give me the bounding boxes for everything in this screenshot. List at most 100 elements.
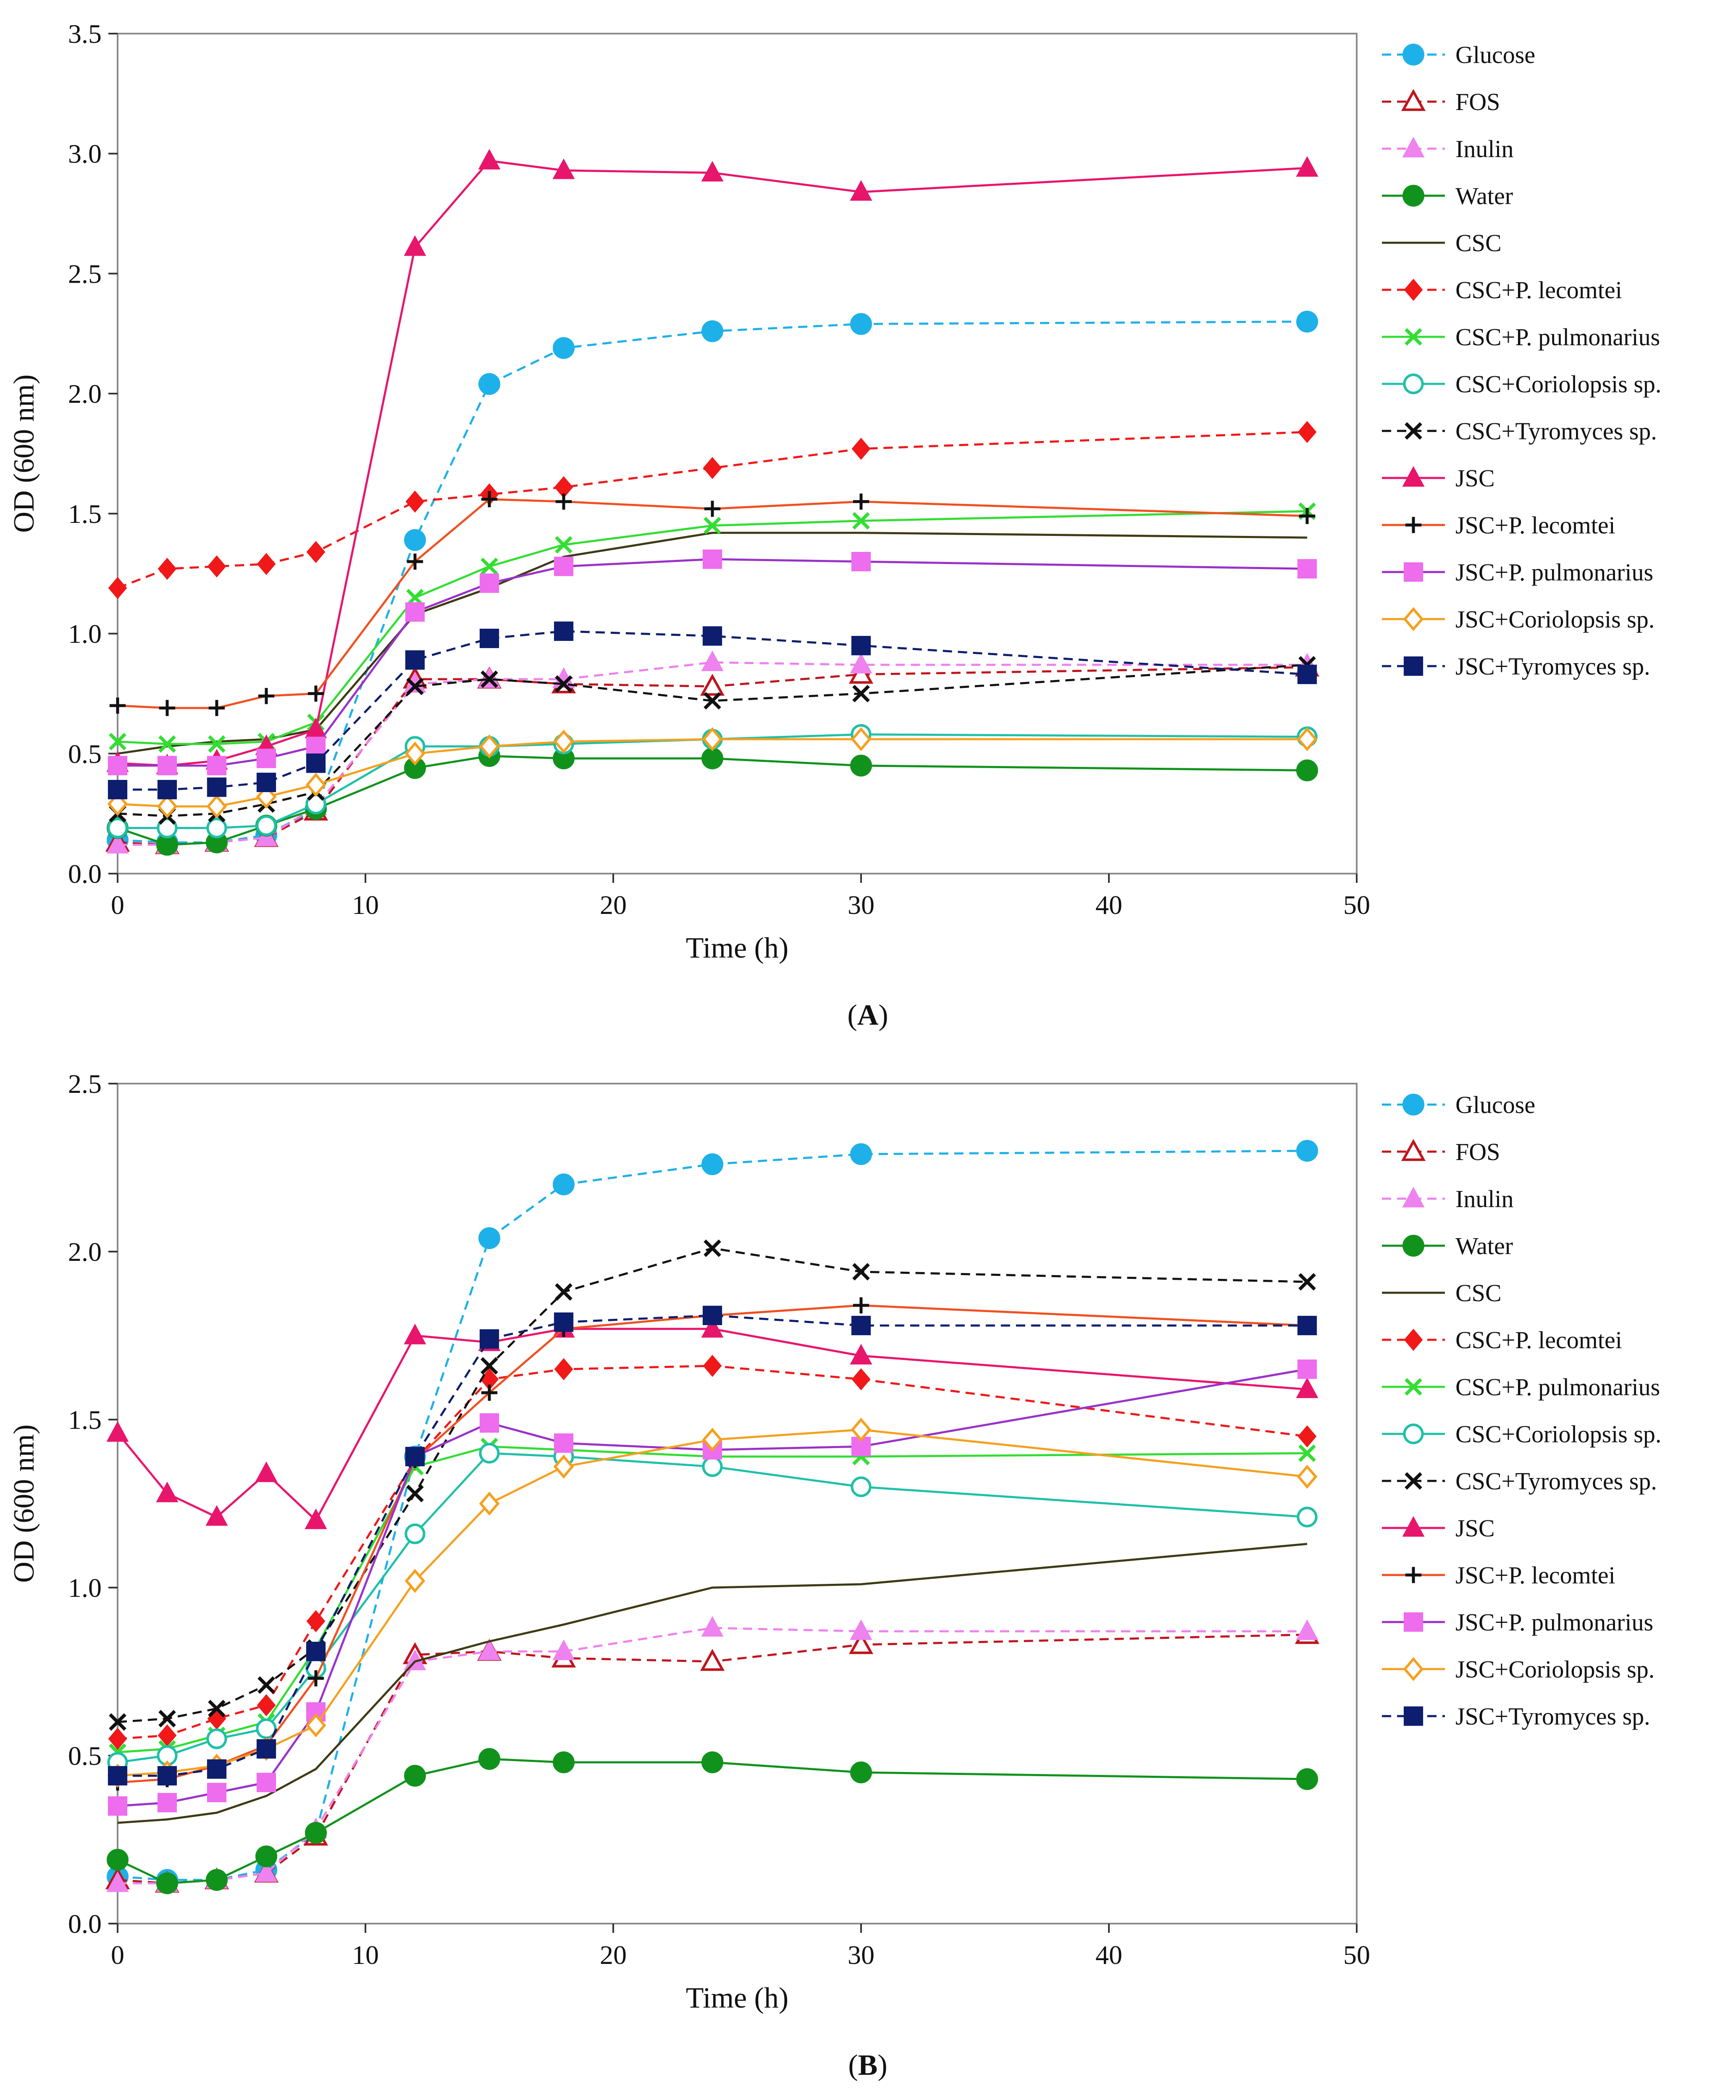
chart-a-point-jsc-tyromyces-sp <box>554 621 574 641</box>
legend-swatch-marker <box>1402 1516 1425 1537</box>
chart-a-point-csc-tyromyces-sp <box>481 670 498 688</box>
legend-label: CSC+P. lecomtei <box>1455 1326 1622 1354</box>
chart-a-legend-item-jsc-p-pulmonarius: JSC+P. pulmonarius <box>1382 559 1653 586</box>
chart-b-x-tick-label: 40 <box>1095 1940 1122 1970</box>
chart-b-point-jsc-coriolopsis-sp <box>305 1713 326 1738</box>
chart-b-x-tick-label: 30 <box>848 1940 875 1970</box>
chart-a-point-water <box>1296 759 1318 782</box>
chart-a-point-inulin <box>850 653 872 674</box>
chart-a-y-tick-label: 3.0 <box>68 139 102 169</box>
chart-b-point-csc-coriolopsis-sp <box>702 1456 723 1477</box>
chart-b-legend-item-jsc-p-pulmonarius: JSC+P. pulmonarius <box>1382 1609 1653 1636</box>
chart-a-series-jsc-coriolopsis-sp <box>107 727 1318 819</box>
chart-b-point-csc-p-pulmonarius <box>1298 1444 1316 1462</box>
chart-panel-b: 0.0 0.5 1.0 1.5 2.0 2.5 0 10 20 30 40 50 Time (h) OD … <box>0 1050 1736 2100</box>
chart-b-y-tick-label: 2.0 <box>68 1237 102 1267</box>
legend-swatch-marker <box>1403 1657 1424 1681</box>
legend-swatch-marker <box>1403 1612 1423 1632</box>
chart-b-point-jsc-p-pulmonarius <box>1297 1359 1317 1379</box>
chart-a-legend-item-csc-coriolopsis-sp: CSC+Coriolopsis sp. <box>1382 370 1661 398</box>
legend-swatch-marker <box>1402 1186 1425 1208</box>
chart-a-point-jsc-p-pulmonarius <box>306 737 326 756</box>
chart-b-point-jsc <box>205 1505 228 1526</box>
chart-b-point-csc-tyromyces-sp <box>555 1283 573 1301</box>
chart-b-point-csc-tyromyces-sp <box>1298 1273 1316 1291</box>
chart-b-point-glucose <box>701 1153 723 1175</box>
chart-b-y-tick-label: 0.5 <box>68 1741 102 1771</box>
chart-b-point-water <box>404 1765 426 1787</box>
chart-a-series-jsc-tyromyces-sp <box>108 621 1317 800</box>
chart-a-point-glucose <box>553 337 575 359</box>
chart-b-point-csc-coriolopsis-sp <box>851 1476 872 1497</box>
chart-a-legend-item-fos: FOS <box>1382 88 1500 116</box>
chart-b-point-csc-p-lecomtei <box>257 1694 276 1717</box>
chart-a-point-jsc <box>404 235 426 256</box>
chart-b-point-csc-p-lecomtei <box>554 1358 573 1381</box>
chart-a-point-fos <box>700 674 725 696</box>
chart-a-point-csc-p-lecomtei <box>405 490 425 513</box>
chart-b-point-inulin <box>478 1639 501 1660</box>
chart-a-x-tick-label: 40 <box>1095 890 1122 920</box>
chart-a-point-jsc-p-lecomtei <box>407 553 423 570</box>
chart-a-x-tick-label: 20 <box>600 890 627 920</box>
chart-b-point-water <box>1296 1768 1318 1790</box>
chart-b-point-fos <box>848 1632 874 1654</box>
chart-b-point-csc-tyromyces-sp <box>852 1263 870 1281</box>
chart-a-legend-item-csc: CSC <box>1382 229 1502 257</box>
chart-b-point-jsc-p-pulmonarius <box>207 1782 227 1803</box>
chart-a-point-jsc-coriolopsis-sp <box>157 794 178 819</box>
legend-swatch-marker <box>1403 607 1424 631</box>
chart-b-legend-item-jsc-coriolopsis-sp: JSC+Coriolopsis sp. <box>1382 1656 1655 1683</box>
chart-a-point-jsc-coriolopsis-sp <box>404 741 425 766</box>
chart-a-legend-item-jsc-coriolopsis-sp: JSC+Coriolopsis sp. <box>1382 606 1655 633</box>
chart-b-point-inulin <box>850 1619 872 1640</box>
chart-b-point-jsc-tyromyces-sp <box>554 1312 574 1332</box>
chart-b-x-tick-label: 0 <box>111 1940 124 1970</box>
chart-a-point-jsc <box>552 158 575 179</box>
chart-a-point-jsc-coriolopsis-sp <box>206 794 227 819</box>
chart-b-point-csc-p-lecomtei <box>108 1727 127 1750</box>
chart-b-point-csc-p-lecomtei <box>1297 1425 1317 1448</box>
chart-b-legend-item-jsc: JSC <box>1382 1515 1495 1542</box>
chart-b-legend-item-csc-tyromyces-sp: CSC+Tyromyces sp. <box>1382 1467 1657 1495</box>
chart-b-point-fos <box>700 1648 725 1671</box>
chart-a-point-jsc-p-pulmonarius <box>108 756 128 775</box>
legend-label: Glucose <box>1455 41 1535 68</box>
chart-a-point-csc-coriolopsis-sp <box>206 817 227 839</box>
legend-label: CSC+Coriolopsis sp. <box>1455 370 1661 398</box>
chart-a-point-csc-p-pulmonarius <box>208 735 226 753</box>
chart-a-legend: Glucose FOS Inulin Water CSC CSC+P. lecomtei C… <box>1382 41 1661 680</box>
chart-b-panel-label: (B) <box>848 2049 887 2082</box>
chart-b-point-water <box>701 1751 723 1773</box>
chart-a-legend-item-jsc-tyromyces-sp: JSC+Tyromyces sp. <box>1382 653 1650 680</box>
chart-a-point-water <box>701 747 723 769</box>
chart-a-point-jsc-p-pulmonarius <box>702 549 722 569</box>
legend-label: FOS <box>1455 1138 1500 1166</box>
chart-a-point-csc-p-lecomtei <box>108 577 127 599</box>
chart-a-point-jsc-coriolopsis-sp <box>1297 727 1318 751</box>
chart-a-x-tick-label: 10 <box>352 890 379 920</box>
chart-a-point-jsc <box>701 161 724 182</box>
legend-label: CSC <box>1455 229 1502 257</box>
chart-b-legend-item-water: Water <box>1382 1232 1513 1260</box>
legend-label: JSC+P. lecomtei <box>1455 1562 1615 1589</box>
chart-b-point-jsc-tyromyces-sp <box>306 1641 326 1662</box>
chart-b-point-water <box>850 1761 872 1783</box>
chart-a-point-csc-p-pulmonarius <box>852 512 870 530</box>
legend-label: JSC+Tyromyces sp. <box>1455 1703 1650 1730</box>
chart-b-point-jsc-p-pulmonarius <box>157 1793 177 1813</box>
legend-swatch-marker <box>1405 328 1422 346</box>
chart-a-point-inulin <box>701 650 724 671</box>
chart-b-x-axis-title: Time (h) <box>686 1982 788 2014</box>
chart-a-point-jsc-p-lecomtei <box>307 685 324 702</box>
chart-a-point-jsc <box>1296 156 1318 177</box>
legend-swatch-marker <box>1405 1378 1422 1396</box>
chart-a-point-csc-coriolopsis-sp <box>107 817 128 839</box>
chart-b-y-tick-label: 1.0 <box>68 1573 102 1603</box>
chart-b-point-jsc-p-lecomtei <box>307 1670 324 1687</box>
chart-b-point-inulin <box>552 1639 575 1660</box>
legend-swatch-marker <box>1404 278 1423 301</box>
chart-b-series-jsc-tyromyces-sp <box>108 1305 1317 1786</box>
legend-label: JSC+Tyromyces sp. <box>1455 653 1650 680</box>
chart-a-line-csc-tyromyces-sp <box>117 664 1308 817</box>
